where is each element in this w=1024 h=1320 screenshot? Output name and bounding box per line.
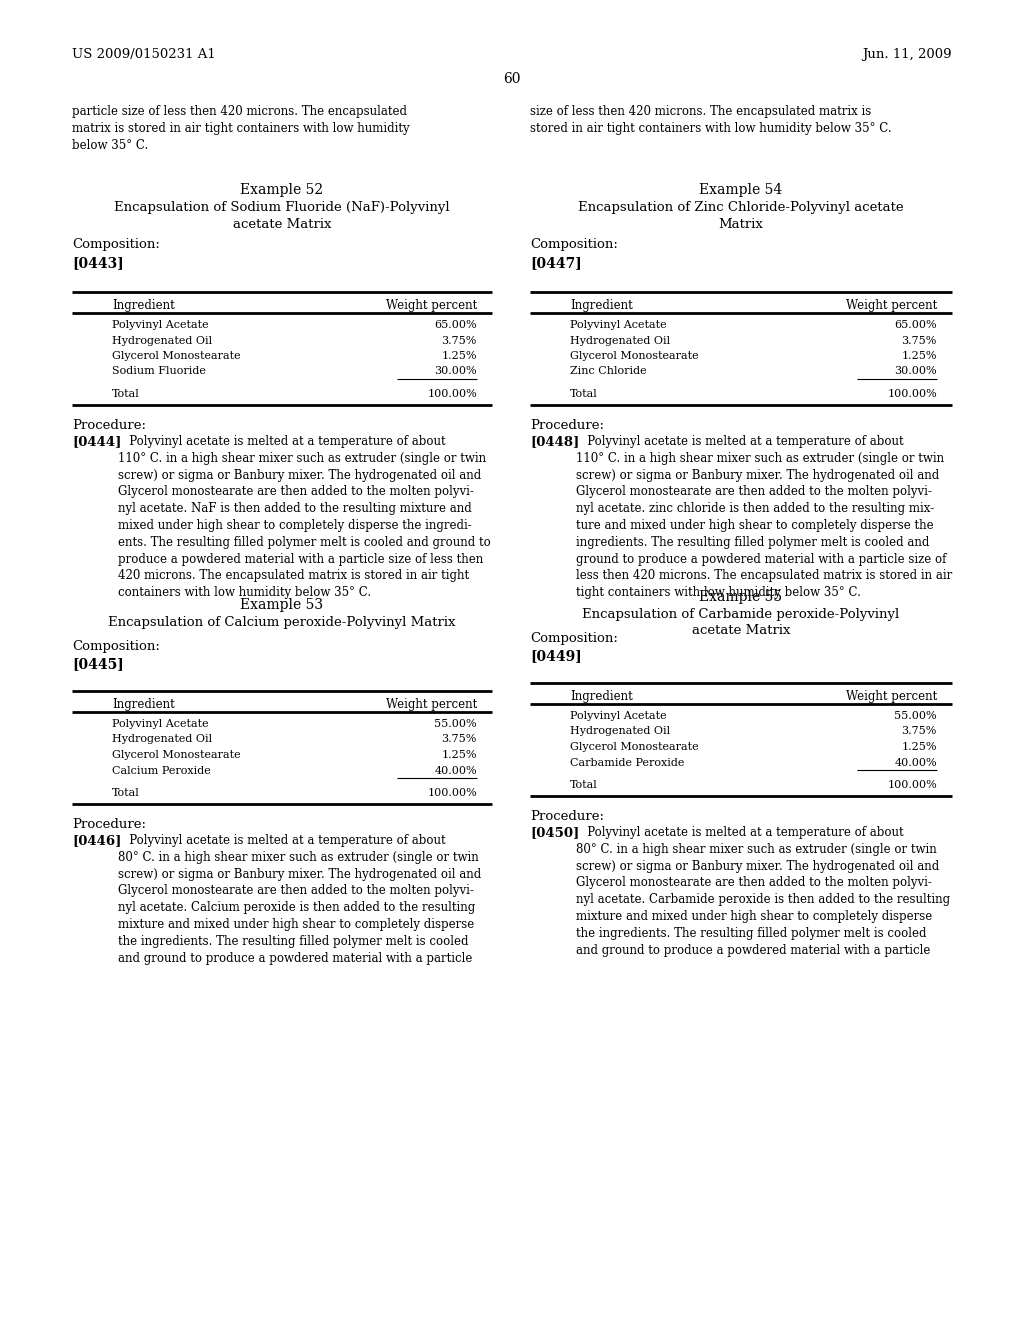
Text: Carbamide Peroxide: Carbamide Peroxide	[570, 758, 684, 767]
Text: Ingredient: Ingredient	[112, 300, 175, 312]
Text: Polyvinyl acetate is melted at a temperature of about
110° C. in a high shear mi: Polyvinyl acetate is melted at a tempera…	[118, 436, 490, 599]
Text: Weight percent: Weight percent	[386, 698, 477, 711]
Text: [0447]: [0447]	[530, 256, 582, 271]
Text: Ingredient: Ingredient	[570, 690, 633, 704]
Text: 1.25%: 1.25%	[441, 750, 477, 760]
Text: 65.00%: 65.00%	[894, 319, 937, 330]
Text: Weight percent: Weight percent	[846, 690, 937, 704]
Text: Total: Total	[570, 389, 598, 399]
Text: Example 54: Example 54	[699, 183, 782, 197]
Text: Glycerol Monostearate: Glycerol Monostearate	[112, 750, 241, 760]
Text: Ingredient: Ingredient	[112, 698, 175, 711]
Text: Example 52: Example 52	[241, 183, 324, 197]
Text: Polyvinyl acetate is melted at a temperature of about
110° C. in a high shear mi: Polyvinyl acetate is melted at a tempera…	[575, 436, 952, 599]
Text: Encapsulation of Zinc Chloride-Polyvinyl acetate
Matrix: Encapsulation of Zinc Chloride-Polyvinyl…	[579, 201, 904, 231]
Text: Procedure:: Procedure:	[72, 418, 146, 432]
Text: 1.25%: 1.25%	[901, 742, 937, 752]
Text: 100.00%: 100.00%	[887, 389, 937, 399]
Text: Glycerol Monostearate: Glycerol Monostearate	[570, 351, 698, 360]
Text: [0445]: [0445]	[72, 657, 124, 671]
Text: [0444]: [0444]	[72, 436, 122, 447]
Text: 60: 60	[503, 73, 521, 86]
Text: Sodium Fluoride: Sodium Fluoride	[112, 367, 206, 376]
Text: Ingredient: Ingredient	[570, 300, 633, 312]
Text: 30.00%: 30.00%	[434, 367, 477, 376]
Text: Encapsulation of Sodium Fluoride (NaF)-Polyvinyl
acetate Matrix: Encapsulation of Sodium Fluoride (NaF)-P…	[115, 201, 450, 231]
Text: Composition:: Composition:	[530, 238, 617, 251]
Text: 40.00%: 40.00%	[434, 766, 477, 776]
Text: Total: Total	[112, 788, 139, 799]
Text: [0449]: [0449]	[530, 649, 582, 663]
Text: 3.75%: 3.75%	[441, 734, 477, 744]
Text: 100.00%: 100.00%	[427, 389, 477, 399]
Text: Hydrogenated Oil: Hydrogenated Oil	[570, 726, 670, 737]
Text: 3.75%: 3.75%	[441, 335, 477, 346]
Text: Zinc Chloride: Zinc Chloride	[570, 367, 646, 376]
Text: 100.00%: 100.00%	[887, 780, 937, 789]
Text: 1.25%: 1.25%	[901, 351, 937, 360]
Text: Polyvinyl Acetate: Polyvinyl Acetate	[112, 319, 209, 330]
Text: 30.00%: 30.00%	[894, 367, 937, 376]
Text: [0450]: [0450]	[530, 826, 580, 840]
Text: Composition:: Composition:	[530, 632, 617, 645]
Text: Total: Total	[112, 389, 139, 399]
Text: particle size of less then 420 microns. The encapsulated
matrix is stored in air: particle size of less then 420 microns. …	[72, 106, 410, 152]
Text: Glycerol Monostearate: Glycerol Monostearate	[112, 351, 241, 360]
Text: 65.00%: 65.00%	[434, 319, 477, 330]
Text: Polyvinyl Acetate: Polyvinyl Acetate	[570, 319, 667, 330]
Text: Procedure:: Procedure:	[530, 810, 604, 822]
Text: size of less then 420 microns. The encapsulated matrix is
stored in air tight co: size of less then 420 microns. The encap…	[530, 106, 892, 135]
Text: Example 55: Example 55	[699, 590, 782, 605]
Text: 100.00%: 100.00%	[427, 788, 477, 799]
Text: Procedure:: Procedure:	[530, 418, 604, 432]
Text: 55.00%: 55.00%	[434, 719, 477, 729]
Text: Example 53: Example 53	[241, 598, 324, 612]
Text: Polyvinyl Acetate: Polyvinyl Acetate	[570, 711, 667, 721]
Text: US 2009/0150231 A1: US 2009/0150231 A1	[72, 48, 216, 61]
Text: Hydrogenated Oil: Hydrogenated Oil	[570, 335, 670, 346]
Text: [0446]: [0446]	[72, 834, 122, 847]
Text: [0448]: [0448]	[530, 436, 580, 447]
Text: Hydrogenated Oil: Hydrogenated Oil	[112, 734, 212, 744]
Text: 40.00%: 40.00%	[894, 758, 937, 767]
Text: Polyvinyl acetate is melted at a temperature of about
80° C. in a high shear mix: Polyvinyl acetate is melted at a tempera…	[575, 826, 950, 957]
Text: Jun. 11, 2009: Jun. 11, 2009	[862, 48, 952, 61]
Text: Encapsulation of Calcium peroxide-Polyvinyl Matrix: Encapsulation of Calcium peroxide-Polyvi…	[109, 616, 456, 630]
Text: Polyvinyl acetate is melted at a temperature of about
80° C. in a high shear mix: Polyvinyl acetate is melted at a tempera…	[118, 834, 481, 965]
Text: Procedure:: Procedure:	[72, 818, 146, 832]
Text: Weight percent: Weight percent	[846, 300, 937, 312]
Text: 1.25%: 1.25%	[441, 351, 477, 360]
Text: Hydrogenated Oil: Hydrogenated Oil	[112, 335, 212, 346]
Text: Composition:: Composition:	[72, 238, 160, 251]
Text: 55.00%: 55.00%	[894, 711, 937, 721]
Text: Polyvinyl Acetate: Polyvinyl Acetate	[112, 719, 209, 729]
Text: Total: Total	[570, 780, 598, 789]
Text: Calcium Peroxide: Calcium Peroxide	[112, 766, 211, 776]
Text: Weight percent: Weight percent	[386, 300, 477, 312]
Text: 3.75%: 3.75%	[901, 335, 937, 346]
Text: Encapsulation of Carbamide peroxide-Polyvinyl
acetate Matrix: Encapsulation of Carbamide peroxide-Poly…	[583, 609, 900, 638]
Text: Composition:: Composition:	[72, 640, 160, 653]
Text: 3.75%: 3.75%	[901, 726, 937, 737]
Text: Glycerol Monostearate: Glycerol Monostearate	[570, 742, 698, 752]
Text: [0443]: [0443]	[72, 256, 124, 271]
